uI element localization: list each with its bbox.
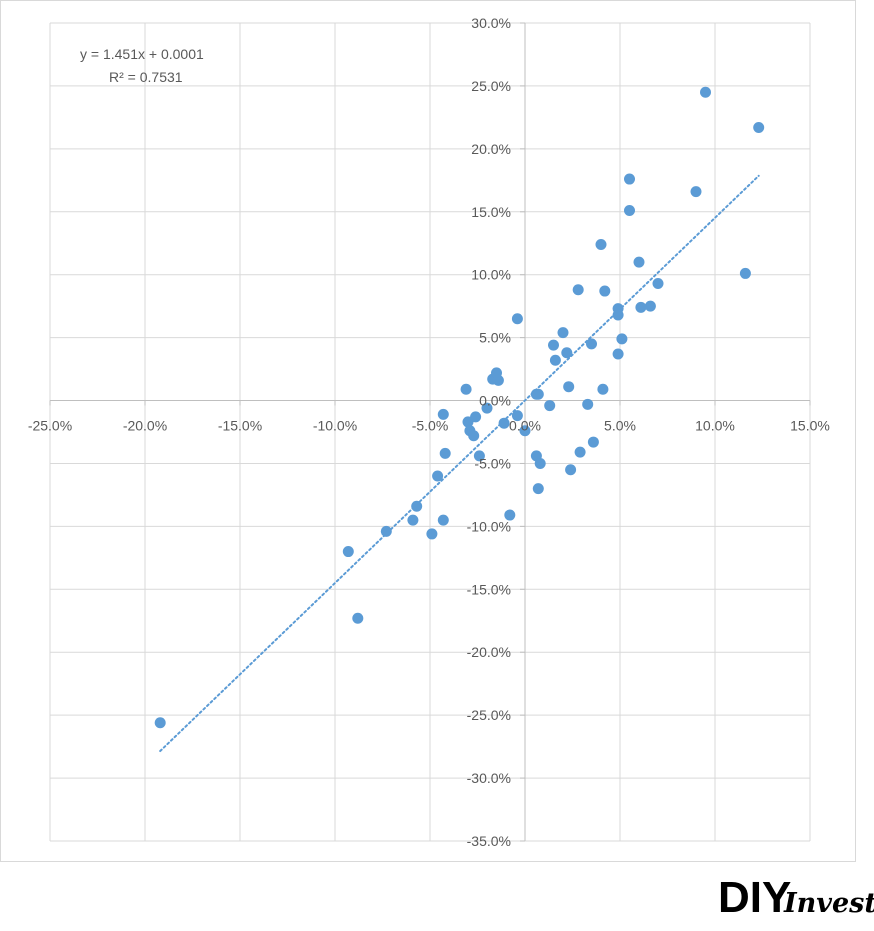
y-tick-label: 20.0%: [471, 141, 511, 157]
x-tick-label: -10.0%: [313, 418, 357, 434]
data-point: [612, 309, 624, 321]
trendline-equation: y = 1.451x + 0.0001: [80, 46, 204, 62]
data-point: [342, 546, 354, 558]
trendline-layer: [159, 174, 760, 753]
x-tick-label: -5.0%: [412, 418, 449, 434]
x-tick-label: -15.0%: [218, 418, 262, 434]
data-point: [411, 500, 423, 512]
x-tick-label: -25.0%: [28, 418, 72, 434]
data-point: [563, 381, 575, 393]
data-point: [595, 238, 607, 250]
data-point: [380, 525, 392, 537]
y-tick-label: -10.0%: [467, 518, 511, 534]
y-tick-label: -15.0%: [467, 581, 511, 597]
data-point: [633, 256, 645, 268]
y-tick-label: 0.0%: [479, 393, 511, 409]
data-point: [652, 278, 664, 290]
data-point: [473, 450, 485, 462]
logo-investor-text: Investor: [783, 888, 874, 919]
data-point: [460, 383, 472, 395]
data-point: [739, 267, 751, 279]
x-tick-label: 10.0%: [695, 418, 735, 434]
data-point: [511, 410, 523, 422]
data-point: [597, 383, 609, 395]
data-point: [644, 300, 656, 312]
logo-diy-text: DIY: [718, 873, 791, 922]
data-point: [352, 612, 364, 624]
data-point: [544, 400, 556, 412]
data-point: [532, 483, 544, 495]
data-point: [612, 348, 624, 360]
x-tick-label: 5.0%: [604, 418, 636, 434]
data-point: [587, 436, 599, 448]
data-point: [616, 333, 628, 345]
y-tick-label: -25.0%: [467, 707, 511, 723]
diy-investor-logo: DIY Investor: [718, 873, 874, 922]
data-point: [586, 338, 597, 350]
data-point: [407, 514, 419, 526]
data-point: [624, 205, 635, 217]
y-tick-label: 5.0%: [479, 330, 511, 346]
data-point: [154, 717, 166, 729]
data-point: [426, 528, 438, 540]
y-tick-label: -35.0%: [467, 833, 511, 849]
y-tick-label: -5.0%: [474, 455, 511, 471]
data-point: [700, 86, 711, 98]
x-tick-label: -20.0%: [123, 418, 167, 434]
data-point: [624, 173, 635, 185]
data-point: [437, 514, 449, 526]
data-point: [582, 398, 594, 410]
data-point: [534, 457, 546, 469]
y-tick-label: 25.0%: [471, 78, 511, 94]
data-point: [468, 430, 480, 442]
data-point: [439, 447, 451, 459]
data-point: [565, 464, 577, 476]
data-point: [635, 301, 647, 313]
trendline-r-squared: R² = 0.7531: [109, 69, 183, 85]
data-point: [574, 446, 586, 458]
data-points-layer: [154, 86, 765, 729]
data-point: [498, 417, 510, 429]
data-point: [557, 327, 569, 339]
data-point: [572, 284, 584, 296]
data-point: [511, 313, 523, 325]
grid-layer: [49, 22, 811, 842]
data-point: [519, 425, 531, 437]
y-tick-label: -20.0%: [467, 644, 511, 660]
y-tick-label: 10.0%: [471, 267, 511, 283]
data-point: [532, 388, 544, 400]
y-tick-label: -30.0%: [467, 770, 511, 786]
data-point: [470, 411, 482, 423]
data-point: [753, 121, 765, 133]
chart-frame: [0, 0, 856, 862]
data-point: [481, 402, 493, 414]
data-point: [432, 470, 444, 482]
data-point: [504, 509, 516, 521]
y-tick-label: 15.0%: [471, 204, 511, 220]
x-tick-label: 0.0%: [509, 418, 541, 434]
data-point: [690, 186, 702, 198]
data-point: [492, 374, 504, 386]
data-point: [561, 347, 573, 359]
data-point: [437, 408, 449, 420]
tick-labels-layer: -25.0% -20.0% -15.0% -10.0% -5.0% 0.0% 5.0% 10.…: [28, 15, 830, 849]
x-tick-label: 15.0%: [790, 418, 830, 434]
trendline: [159, 174, 760, 753]
data-point: [548, 339, 559, 351]
data-point: [549, 354, 561, 366]
data-point: [599, 285, 611, 297]
y-tick-label: 30.0%: [471, 15, 511, 31]
